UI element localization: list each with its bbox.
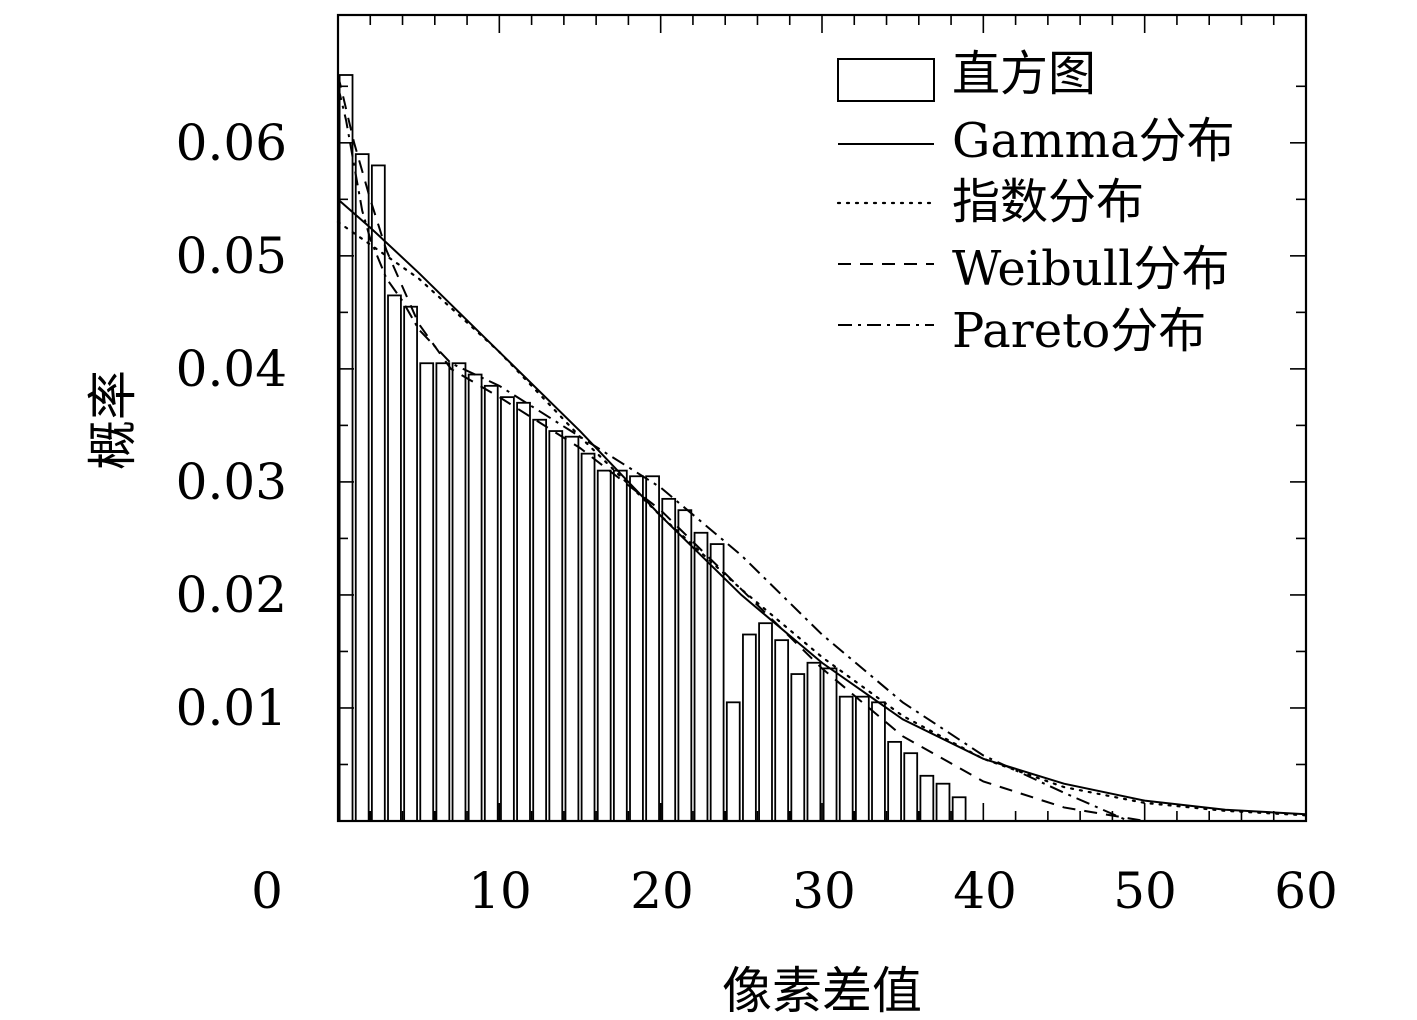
histogram-bar [548,430,564,822]
y-tick-label: 0.05 [176,227,287,285]
histogram-bar [435,362,451,822]
y-tick-label: 0.04 [176,340,287,398]
histogram-bar [612,469,628,822]
histogram-bar [887,740,902,822]
histogram-bar [419,362,435,822]
x-axis-label: 像素差值 [722,962,922,1020]
x-tick-label: 40 [953,862,1017,920]
histogram-bar [758,622,773,822]
histogram-bar [854,695,870,822]
histogram-bar [806,661,822,822]
histogram-bar [532,418,548,822]
histogram-bar [516,401,531,822]
histogram-bar [661,497,677,822]
fit-curves [336,74,1308,822]
x-tick-label: 0 [251,862,283,920]
histogram-bar [580,452,596,822]
axis-ticks [338,15,1306,821]
histogram-bar [467,373,483,822]
histogram-bar [919,774,935,822]
x-tick-label: 10 [468,862,532,920]
histogram-bar [693,531,709,822]
histogram-bar [951,796,967,822]
legend-label-gamma: Gamma分布 [952,113,1235,169]
y-tick-label: 0.02 [176,566,287,624]
histogram-bar [790,673,806,822]
y-tick-label: 0.01 [176,679,287,737]
legend-label-histogram: 直方图 [952,46,1096,102]
legend-label-weibull: Weibull分布 [952,241,1230,297]
histogram-bars [338,74,967,822]
axis-tick-labels: 0 10 20 30 40 50 60 0.01 0.02 0.03 0.04 0.05 0.06 [176,114,1338,920]
curve-exponential [336,220,1308,817]
histogram-bar [483,384,499,822]
y-tick-label: 0.03 [176,453,287,511]
curve-pareto [337,86,1129,822]
histogram-bar [338,74,354,822]
x-tick-label: 60 [1274,862,1338,920]
curve-gamma [337,198,1307,816]
histogram-bar [903,752,919,822]
histogram-bar [596,469,612,822]
curve-weibull [337,74,1145,822]
legend-swatch-histogram [837,58,935,102]
histogram-bar [935,782,951,822]
histogram-bar [871,701,886,822]
histogram-bar [564,435,580,822]
histogram-bar [629,475,644,822]
x-tick-label: 20 [630,862,694,920]
x-tick-label: 30 [792,862,856,920]
histogram-bar [742,633,757,822]
histogram-bar [677,509,693,822]
histogram-bar [451,362,467,822]
histogram-bar [822,667,838,822]
histogram-bar [387,294,402,822]
histogram-bar [354,153,370,822]
histogram-bar [500,396,515,822]
histogram-bar [370,164,386,822]
histogram-bar [403,305,418,822]
y-axis-label: 概率 [84,370,142,470]
histogram-bar [709,543,725,822]
y-tick-label: 0.06 [176,114,287,172]
histogram-bar [645,475,660,822]
x-tick-label: 50 [1113,862,1177,920]
histogram-bar [838,695,854,822]
legend-label-exponential: 指数分布 [952,174,1144,230]
histogram-bar [725,701,741,822]
legend: 直方图 Gamma分布 指数分布 Weibull分布 Pareto分布 [836,46,1235,359]
histogram-bar [774,639,790,822]
legend-label-pareto: Pareto分布 [952,303,1206,359]
